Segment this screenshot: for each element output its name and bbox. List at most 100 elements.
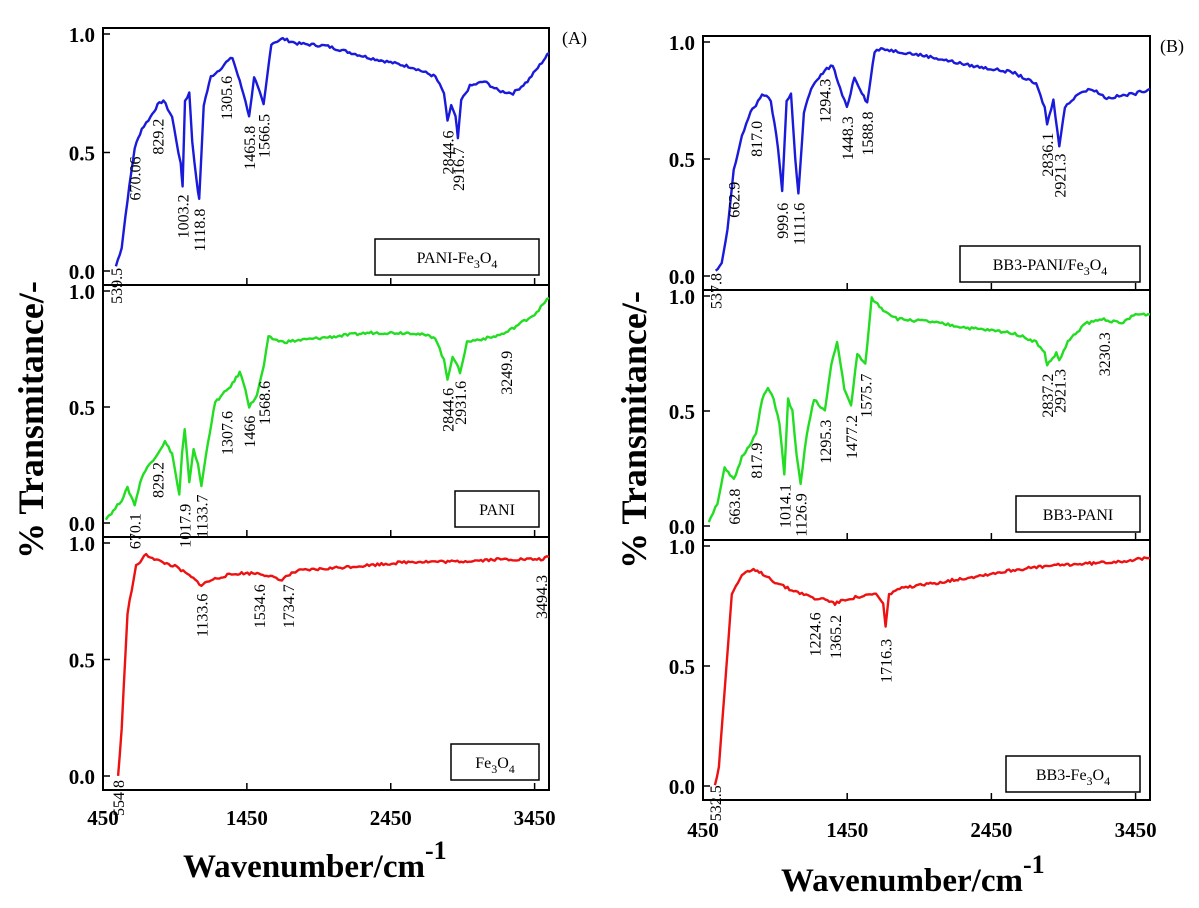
peak-label: 1111.6 <box>791 203 808 245</box>
peak-label: 2844.6 <box>441 388 458 432</box>
peak-label: 2837.2 <box>1040 374 1057 418</box>
x-tick-label: 450 <box>87 806 119 830</box>
peak-label: 3249.9 <box>499 351 516 395</box>
y-tick-label: 0.0 <box>669 515 695 539</box>
x-tick-label: 2450 <box>970 818 1012 842</box>
x-axis-label-text: Wavenumber/cm <box>781 863 1023 899</box>
peak-label: 2931.6 <box>453 381 470 425</box>
subplot-2: 0.0 0.5 1.0 663.8 817.9 1014.1 1126.9 1295.3 147… <box>669 285 1151 541</box>
legend-label: PANI-Fe3O4 <box>417 250 498 271</box>
x-tick-label: 2450 <box>370 806 412 830</box>
series-line <box>104 296 550 521</box>
legend-label: PANI <box>479 502 515 519</box>
legend-box <box>454 490 540 528</box>
series-line <box>116 552 550 776</box>
x-tick-label: 450 <box>687 818 719 842</box>
peak-label: 1575.7 <box>858 374 875 418</box>
legend-box <box>1005 755 1141 793</box>
peak-label: 1466 <box>242 416 259 448</box>
y-tick-label: 0.0 <box>669 775 695 799</box>
peak-label: 554.8 <box>111 780 128 816</box>
peak-label: 663.8 <box>727 489 744 525</box>
peak-label: 2844.6 <box>441 130 458 174</box>
peak-label: 2921.3 <box>1052 369 1069 413</box>
peak-label: 1118.8 <box>192 209 209 252</box>
y-tick-label: 0.0 <box>69 765 95 789</box>
y-tick-label: 0.5 <box>669 400 695 424</box>
peak-label: 1224.6 <box>808 612 825 656</box>
peak-label: 829.2 <box>151 462 168 498</box>
x-tick-label: 1450 <box>826 818 868 842</box>
y-tick-label: 0.5 <box>69 396 95 420</box>
y-axis-label-right: % Transmitance/- <box>614 291 654 569</box>
peak-label: 532.5 <box>708 785 725 821</box>
series-line <box>114 36 550 267</box>
y-tick-label: 1.0 <box>69 532 95 556</box>
y-tick-label: 0.0 <box>69 512 95 536</box>
peak-label: 1305.6 <box>219 76 236 120</box>
peak-label: 1014.1 <box>777 484 794 528</box>
y-tick-label: 1.0 <box>669 31 695 55</box>
peak-label: 1448.3 <box>840 116 857 160</box>
y-tick-label: 1.0 <box>69 23 95 47</box>
peak-label: 817.9 <box>749 443 766 479</box>
peak-label: 1365.2 <box>828 615 845 659</box>
x-tick-label: 3450 <box>514 806 556 830</box>
peak-label: 1465.8 <box>242 126 259 170</box>
peak-label: 1126.9 <box>794 493 811 536</box>
y-tick-label: 0.0 <box>69 260 95 284</box>
x-axis-label-text: Wavenumber/cm <box>183 849 425 885</box>
peak-label: 2921.3 <box>1052 154 1069 198</box>
legend-box <box>450 743 540 781</box>
y-tick-label: 0.5 <box>669 148 695 172</box>
peak-label: 1477.2 <box>844 415 861 459</box>
plot-frame <box>102 536 550 791</box>
peak-label: 1716.3 <box>879 639 896 683</box>
peak-label: 1568.6 <box>257 381 274 425</box>
peak-label: 3230.3 <box>1097 332 1114 376</box>
legend-label: BB3-Fe3O4 <box>1036 767 1110 788</box>
y-tick-label: 0.0 <box>669 265 695 289</box>
panel-label: (B) <box>1160 36 1184 57</box>
peak-label: 2836.1 <box>1040 133 1057 177</box>
x-axis-label-exponent: -1 <box>424 836 447 865</box>
x-axis-label-right: Wavenumber/cm-1 <box>781 850 1045 900</box>
peak-label: 829.2 <box>151 119 168 155</box>
peak-label: 1133.6 <box>194 594 211 637</box>
x-tick-label: 3450 <box>1115 818 1157 842</box>
peak-label: 3494.3 <box>534 575 551 619</box>
y-tick-label: 0.5 <box>69 649 95 673</box>
x-tick-label: 1450 <box>226 806 268 830</box>
plot-frame <box>702 539 1151 801</box>
legend-box <box>1015 495 1141 533</box>
legend-label: Fe3O4 <box>475 755 515 776</box>
peak-label: 1017.9 <box>178 504 195 548</box>
x-axis-label-exponent: -1 <box>1022 850 1045 879</box>
series-line <box>713 556 1151 786</box>
y-tick-label: 0.5 <box>69 142 95 166</box>
series-line <box>714 47 1151 272</box>
peak-label: 670.1 <box>128 513 145 549</box>
x-axis-label-left: Wavenumber/cm-1 <box>183 836 447 886</box>
y-tick-label: 1.0 <box>69 280 95 304</box>
peak-label: 662.9 <box>727 182 744 218</box>
y-tick-label: 0.5 <box>669 655 695 679</box>
peak-label: 1133.7 <box>194 495 211 538</box>
y-axis-label-left: % Transmitance/- <box>11 281 51 559</box>
peak-label: 1534.6 <box>252 584 269 628</box>
legend-box <box>374 238 540 276</box>
peak-label: 2916.7 <box>451 147 468 191</box>
peak-label: 1734.7 <box>281 584 298 628</box>
peak-label: 1588.8 <box>860 112 877 156</box>
y-tick-label: 1.0 <box>669 285 695 309</box>
subplot-3: 0.0 0.5 1.0 554.8 1133.6 1534.6 1734.7 3494.3 Fe… <box>69 532 551 816</box>
legend-box <box>959 245 1141 283</box>
panel-label: (A) <box>562 28 587 49</box>
series-line <box>707 296 1151 523</box>
peak-label: 670.06 <box>128 157 145 201</box>
legend-label: BB3-PANI/Fe3O4 <box>993 257 1108 278</box>
legend-label: BB3-PANI <box>1043 507 1114 524</box>
